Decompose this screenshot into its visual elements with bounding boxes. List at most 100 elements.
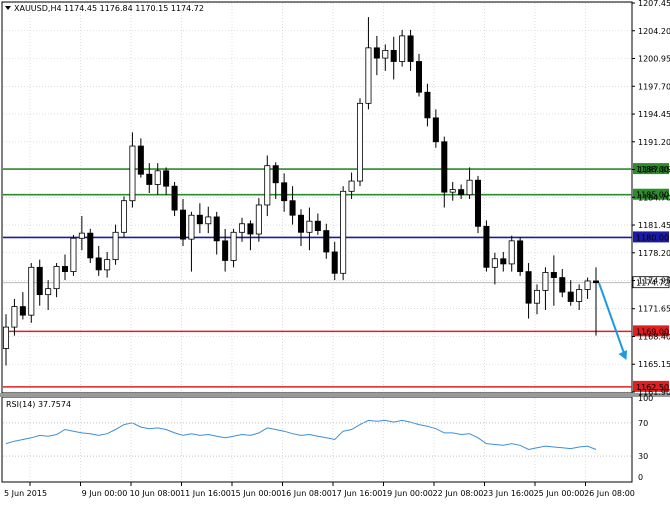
- price-tick-label: 1178.20: [638, 249, 670, 258]
- candle-body: [11, 306, 18, 328]
- candle-body: [163, 170, 170, 187]
- candle-body: [466, 179, 473, 196]
- level-badge: [633, 380, 669, 392]
- candle-body: [238, 223, 246, 233]
- candle-body: [281, 182, 288, 202]
- rsi-tick-label: 0: [638, 473, 643, 482]
- candle-body: [154, 170, 161, 185]
- candle-body: [559, 277, 566, 293]
- candle-body: [500, 258, 507, 265]
- rsi-tick-label: 100: [638, 394, 653, 403]
- candle-body: [255, 204, 262, 235]
- level-lines[interactable]: 1188.00 1185.00 1180.00 1169.00 1162.50 1174.…: [3, 163, 670, 392]
- price-tick-label: 1194.45: [638, 110, 670, 119]
- time-tick-label: 5 Jun 2015: [4, 489, 47, 498]
- candle-body: [36, 266, 43, 296]
- time-tick-label: 9 Jun 00:00: [82, 489, 128, 498]
- candle-body: [550, 272, 557, 278]
- candle-body: [449, 189, 456, 193]
- panel-separator[interactable]: [0, 393, 670, 397]
- candle-body: [120, 200, 128, 233]
- candle-body: [205, 216, 212, 225]
- candle-body: [533, 289, 541, 304]
- candle-body: [365, 47, 372, 104]
- time-axis: 5 Jun 2015 9 Jun 00:00 10 Jun 08:00 11 Jun …: [4, 482, 635, 498]
- candles: [2, 17, 600, 366]
- candle-body: [95, 257, 102, 271]
- candle-body: [272, 165, 279, 184]
- candle-body: [179, 209, 187, 240]
- candle-body: [137, 145, 144, 175]
- candle-body: [432, 117, 439, 143]
- candle-body: [171, 185, 178, 211]
- chart-header: XAUUSD,H4 1174.45 1176.84 1170.15 1174.7…: [5, 4, 204, 13]
- candle-body: [407, 35, 414, 62]
- price-tick-label: 1184.70: [638, 193, 670, 202]
- price-tick-label: 1204.20: [638, 27, 670, 36]
- candle-body: [331, 251, 338, 274]
- candle-body: [542, 272, 549, 291]
- time-tick-label: 11 Jun 16:00: [180, 489, 231, 498]
- candle-body: [356, 102, 364, 182]
- level-badge-label: 1162.50: [636, 383, 669, 392]
- grid: [3, 2, 632, 481]
- price-tick-label: 1171.65: [638, 305, 670, 314]
- price-tick-label: 1207.45: [638, 0, 670, 8]
- level-badge: [633, 231, 669, 243]
- candle-body: [517, 240, 524, 272]
- candle-body: [483, 225, 490, 268]
- candle-body: [289, 200, 296, 216]
- candle-body: [576, 289, 583, 302]
- current-price-badge: [632, 276, 670, 289]
- candle-body: [2, 326, 10, 349]
- symbol-label: XAUUSD,H4: [14, 4, 62, 13]
- candle-body: [373, 47, 380, 59]
- candle-body: [306, 220, 313, 233]
- level-badge-label: 1185.00: [636, 191, 669, 200]
- rsi-panel-frame: [1, 396, 633, 483]
- rsi-line: [5, 419, 597, 451]
- candle-body: [441, 141, 448, 193]
- candle-body: [264, 165, 271, 206]
- candle-body: [525, 271, 532, 304]
- candle-body: [188, 214, 195, 240]
- candle-body: [61, 266, 69, 272]
- candle-body: [474, 179, 482, 227]
- time-tick-label: 17 Jun 16:00: [332, 489, 383, 498]
- candle-body: [28, 266, 35, 316]
- price-axis: 1207.45 1204.20 1200.95 1197.70 1194.45 1191.…: [632, 0, 670, 397]
- ohlc-readout: 1174.45 1176.84 1170.15 1174.72: [64, 4, 204, 13]
- candle-body: [112, 231, 119, 261]
- time-tick-label: 10 Jun 08:00: [130, 489, 181, 498]
- candle-body: [45, 288, 52, 296]
- candle-body: [340, 190, 347, 274]
- price-tick-label: 1165.15: [638, 360, 670, 369]
- time-tick-label: 22 Jun 08:00: [433, 489, 484, 498]
- candle-body: [78, 232, 85, 239]
- forecast-arrow[interactable]: [598, 282, 627, 360]
- candle-body: [230, 231, 237, 261]
- price-tick-label: 1191.20: [638, 138, 670, 147]
- candle-body: [424, 91, 431, 119]
- rsi-indicator: [3, 419, 632, 457]
- time-tick-label: 25 Jun 00:00: [534, 489, 585, 498]
- price-tick-label: 1174.95: [638, 277, 670, 286]
- level-badge: [633, 188, 669, 200]
- time-tick-label: 26 Jun 08:00: [584, 489, 635, 498]
- price-tick-label: 1161.90: [638, 388, 670, 397]
- level-badge-label: 1188.00: [636, 165, 669, 174]
- candle-body: [508, 240, 515, 265]
- caret-down-icon[interactable]: [5, 6, 11, 10]
- candle-body: [323, 230, 330, 253]
- candle-body: [87, 232, 94, 259]
- candle-body: [70, 237, 77, 272]
- time-tick-label: 23 Jun 16:00: [483, 489, 534, 498]
- time-tick-label: 19 Jun 00:00: [382, 489, 433, 498]
- candle-body: [584, 280, 591, 290]
- candle-body: [213, 216, 220, 242]
- price-tick-label: 1197.70: [638, 82, 670, 91]
- level-badge: [633, 325, 669, 337]
- candle-body: [390, 49, 397, 62]
